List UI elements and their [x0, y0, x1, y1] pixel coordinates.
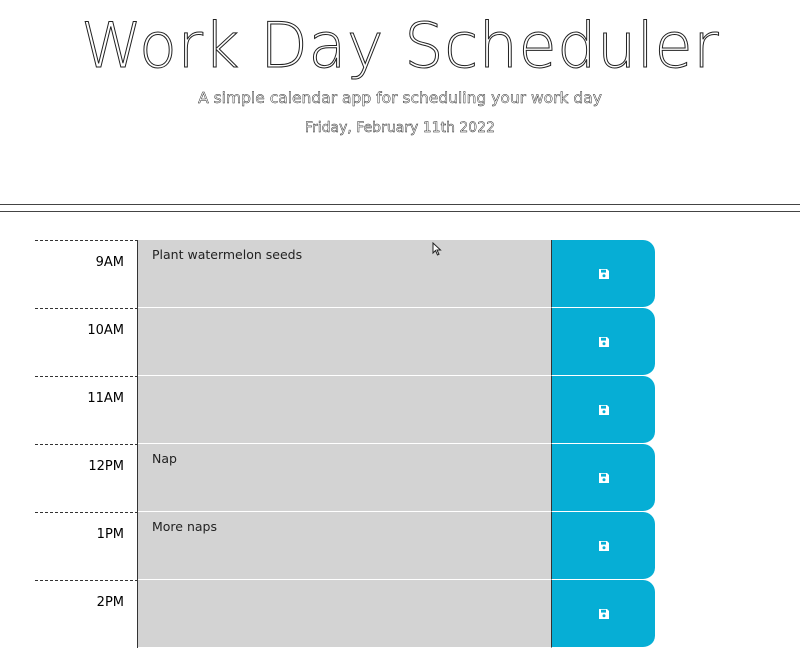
hour-label: 11AM: [35, 376, 138, 444]
header-divider-bottom: [0, 211, 800, 212]
time-block-9am: 9AM Plant watermelon seeds: [35, 240, 656, 308]
floppy-disk-icon: [598, 608, 609, 619]
time-block-1pm: 1PM More naps: [35, 512, 656, 580]
save-button[interactable]: [551, 512, 655, 580]
hour-label: 10AM: [35, 308, 138, 376]
mouse-cursor-icon: [432, 242, 442, 256]
floppy-disk-icon: [598, 268, 609, 279]
description-textarea[interactable]: Plant watermelon seeds: [138, 240, 551, 308]
header-divider-top: [0, 204, 800, 205]
save-button[interactable]: [551, 444, 655, 512]
hour-label: 12PM: [35, 444, 138, 512]
hour-label: 1PM: [35, 512, 138, 580]
save-button[interactable]: [551, 240, 655, 308]
hour-label: 2PM: [35, 580, 138, 648]
header: Work Day Scheduler A simple calendar app…: [0, 0, 800, 212]
save-button[interactable]: [551, 376, 655, 444]
scheduler-container: 9AM Plant watermelon seeds 10AM 11AM: [35, 240, 656, 648]
floppy-disk-icon: [598, 336, 609, 347]
hour-label: 9AM: [35, 240, 138, 308]
page-title: Work Day Scheduler: [80, 9, 720, 83]
description-textarea[interactable]: Nap: [138, 444, 551, 512]
description-textarea[interactable]: [138, 308, 551, 376]
time-block-12pm: 12PM Nap: [35, 444, 656, 512]
current-date: Friday, February 11th 2022: [304, 120, 496, 136]
floppy-disk-icon: [598, 404, 609, 415]
floppy-disk-icon: [598, 472, 609, 483]
page-subtitle: A simple calendar app for scheduling you…: [198, 89, 602, 107]
floppy-disk-icon: [598, 540, 609, 551]
description-textarea[interactable]: More naps: [138, 512, 551, 580]
time-block-11am: 11AM: [35, 376, 656, 444]
time-block-2pm: 2PM: [35, 580, 656, 648]
time-block-10am: 10AM: [35, 308, 656, 376]
save-button[interactable]: [551, 580, 655, 648]
save-button[interactable]: [551, 308, 655, 376]
description-textarea[interactable]: [138, 580, 551, 648]
description-textarea[interactable]: [138, 376, 551, 444]
